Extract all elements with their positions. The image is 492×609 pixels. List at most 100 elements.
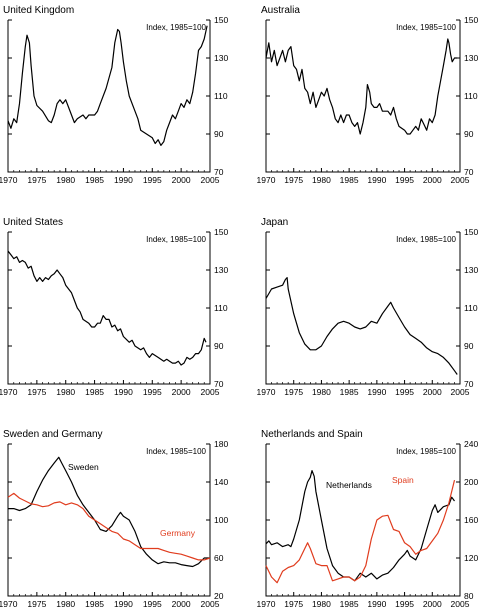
y-tick-label: 70 <box>214 379 224 389</box>
series-label: Netherlands <box>326 480 372 490</box>
x-tick-label: 1970 <box>0 175 18 185</box>
x-tick-label: 1980 <box>56 175 75 185</box>
x-tick-label: 2005 <box>201 387 220 397</box>
series-label: Sweden <box>68 462 99 472</box>
chart-title: Japan <box>261 217 288 228</box>
x-tick-label: 1970 <box>0 599 18 609</box>
y-tick-label: 130 <box>214 265 228 275</box>
y-tick-label: 90 <box>464 129 474 139</box>
y-tick-label: 110 <box>464 91 478 101</box>
x-tick-label: 1980 <box>56 387 75 397</box>
x-tick-label: 1980 <box>312 387 331 397</box>
y-tick-label: 200 <box>464 477 478 487</box>
y-tick-label: 70 <box>214 167 224 177</box>
y-tick-label: 130 <box>464 265 478 275</box>
chart-title: Australia <box>261 5 300 16</box>
x-tick-label: 1975 <box>284 175 303 185</box>
x-tick-label: 1980 <box>312 599 331 609</box>
x-tick-label: 2000 <box>423 175 442 185</box>
x-tick-label: 1970 <box>257 599 276 609</box>
x-tick-label: 1985 <box>85 599 104 609</box>
x-tick-label: 1990 <box>114 599 133 609</box>
y-unit-label: Index, 1985=100 <box>146 447 206 456</box>
y-tick-label: 150 <box>464 227 478 237</box>
x-tick-label: 1995 <box>395 599 414 609</box>
x-tick-label: 1990 <box>114 175 133 185</box>
x-tick-label: 1995 <box>395 175 414 185</box>
x-tick-label: 1975 <box>27 175 46 185</box>
chart-panel: United States Index, 1985=100 1970 1975 1980… <box>0 217 228 397</box>
x-tick-label: 1970 <box>257 387 276 397</box>
chart-title: Sweden and Germany <box>3 429 103 440</box>
chart-title: United Kingdom <box>3 5 74 16</box>
y-tick-label: 90 <box>464 341 474 351</box>
y-tick-label: 80 <box>464 591 474 601</box>
x-tick-label: 1995 <box>395 387 414 397</box>
series-line <box>7 25 208 146</box>
series-line <box>265 479 456 584</box>
x-tick-label: 1985 <box>340 387 359 397</box>
y-tick-label: 120 <box>464 553 478 563</box>
x-tick-label: 1985 <box>85 387 104 397</box>
y-tick-label: 130 <box>214 53 228 63</box>
x-tick-label: 1990 <box>114 387 133 397</box>
x-tick-label: 1980 <box>312 175 331 185</box>
y-tick-label: 150 <box>214 15 228 25</box>
x-tick-label: 2000 <box>172 387 191 397</box>
y-tick-label: 70 <box>464 379 474 389</box>
y-unit-label: Index, 1985=100 <box>396 235 456 244</box>
x-tick-label: 2005 <box>451 599 470 609</box>
x-tick-label: 1975 <box>27 387 46 397</box>
axis-frame <box>7 232 211 385</box>
x-tick-label: 2000 <box>423 387 442 397</box>
axis-frame <box>265 20 461 173</box>
series-line <box>7 250 207 366</box>
x-tick-label: 2000 <box>172 175 191 185</box>
x-tick-label: 1975 <box>284 387 303 397</box>
x-tick-label: 1980 <box>56 599 75 609</box>
chart-panel: Australia Index, 1985=100 1970 1975 1980 1985… <box>257 5 479 185</box>
axis-frame <box>7 20 211 173</box>
x-tick-label: 2000 <box>423 599 442 609</box>
series-line <box>7 492 211 561</box>
y-tick-label: 150 <box>464 15 478 25</box>
y-unit-label: Index, 1985=100 <box>146 235 206 244</box>
y-tick-label: 60 <box>214 553 224 563</box>
x-tick-label: 1995 <box>143 599 162 609</box>
y-tick-label: 20 <box>214 591 224 601</box>
axis-frame <box>7 444 211 597</box>
x-tick-label: 1975 <box>284 599 303 609</box>
y-tick-label: 70 <box>464 167 474 177</box>
y-tick-label: 90 <box>214 129 224 139</box>
x-tick-label: 1975 <box>27 599 46 609</box>
x-tick-label: 2005 <box>201 175 220 185</box>
series-line <box>265 38 458 135</box>
chart-title: Netherlands and Spain <box>261 429 363 440</box>
y-tick-label: 180 <box>214 439 228 449</box>
x-tick-label: 2005 <box>201 599 220 609</box>
y-tick-label: 130 <box>464 53 478 63</box>
x-tick-label: 2000 <box>172 599 191 609</box>
y-tick-label: 150 <box>214 227 228 237</box>
series-label: Spain <box>392 475 414 485</box>
x-tick-label: 1985 <box>340 175 359 185</box>
y-tick-label: 240 <box>464 439 478 449</box>
y-tick-label: 110 <box>214 303 228 313</box>
chart-title: United States <box>3 217 63 228</box>
y-tick-label: 110 <box>464 303 478 313</box>
chart-panel: Japan Index, 1985=100 1970 1975 1980 1985 1990… <box>257 217 479 397</box>
series-line <box>265 277 458 375</box>
x-tick-label: 1995 <box>143 175 162 185</box>
series-line <box>8 456 210 568</box>
y-tick-label: 140 <box>214 477 228 487</box>
axis-frame <box>265 444 461 597</box>
x-tick-label: 1985 <box>85 175 104 185</box>
y-unit-label: Index, 1985=100 <box>146 23 206 32</box>
y-unit-label: Index, 1985=100 <box>396 23 456 32</box>
x-tick-label: 1970 <box>257 175 276 185</box>
y-unit-label: Index, 1985=100 <box>396 447 456 456</box>
x-tick-label: 1985 <box>340 599 359 609</box>
x-tick-label: 1995 <box>143 387 162 397</box>
axis-frame <box>265 232 461 385</box>
